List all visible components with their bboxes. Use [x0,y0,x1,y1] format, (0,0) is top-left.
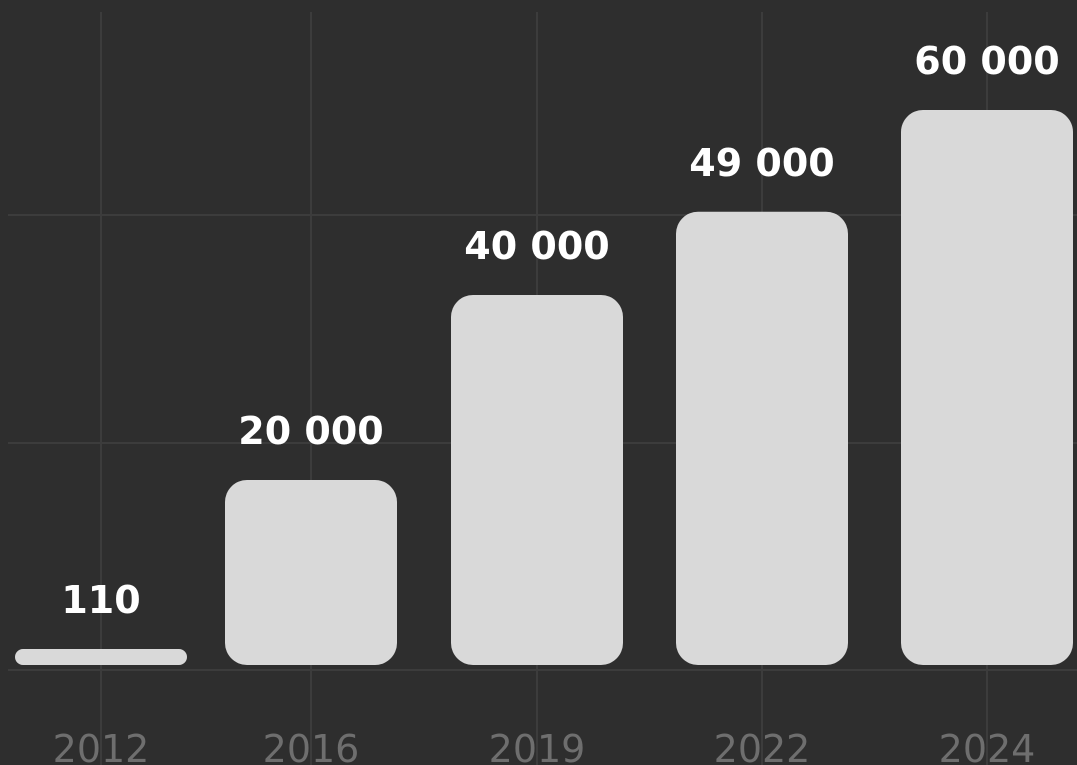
bar-2024 [901,110,1073,665]
x-tick-label-2016: 2016 [263,727,360,765]
bar-2022 [676,211,848,665]
x-tick-label-2012: 2012 [53,727,150,765]
value-label-2024: 60 000 [914,39,1059,83]
bar-2012 [15,649,187,665]
value-label-2019: 40 000 [464,224,609,268]
chart-x-tick-labels: 2012 2016 2019 2022 2024 [53,727,1036,765]
chart-bars [15,110,1073,665]
chart-value-labels: 110 20 000 40 000 49 000 60 000 [61,39,1059,622]
x-tick-label-2022: 2022 [714,727,811,765]
bar-2019 [451,295,623,665]
bar-2016 [225,480,397,665]
x-tick-label-2019: 2019 [489,727,586,765]
value-label-2016: 20 000 [238,409,383,453]
value-label-2012: 110 [61,578,140,622]
x-tick-label-2024: 2024 [939,727,1036,765]
value-label-2022: 49 000 [689,141,834,185]
